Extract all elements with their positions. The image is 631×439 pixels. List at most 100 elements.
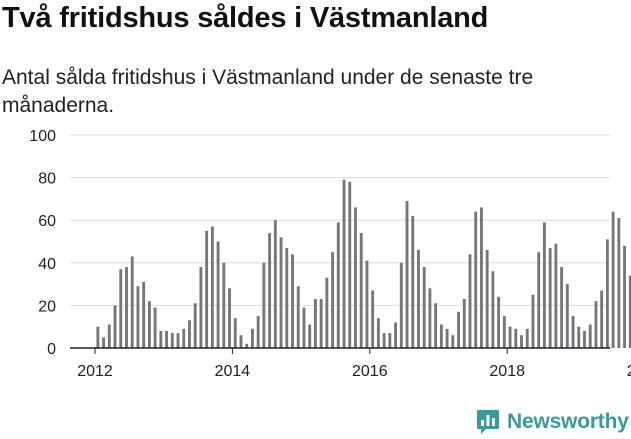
x-tick-label: 2014 (215, 363, 251, 380)
chart-title: Två fritidshus såldes i Västmanland (2, 2, 489, 34)
bar (302, 307, 306, 348)
bar (422, 267, 426, 348)
bar (628, 275, 631, 348)
bar (514, 328, 518, 348)
x-tick-label: 2020 (627, 363, 631, 380)
bar (102, 337, 106, 348)
bar (548, 247, 552, 348)
bar (411, 215, 415, 348)
bar (296, 286, 300, 348)
bar (451, 335, 455, 348)
bar (457, 311, 460, 348)
bar (319, 299, 323, 348)
bar (354, 207, 357, 348)
bar (291, 254, 294, 348)
bar (394, 322, 397, 348)
bar (417, 250, 420, 348)
bar (268, 232, 272, 348)
bar (188, 320, 191, 348)
bar (525, 328, 529, 348)
bar (583, 330, 586, 348)
bar (308, 324, 312, 348)
x-tick-label: 2018 (489, 363, 525, 380)
bar (388, 333, 392, 348)
bar (434, 303, 438, 348)
bar (382, 333, 386, 348)
bar (153, 307, 157, 348)
bar (285, 247, 289, 348)
bar (462, 299, 466, 348)
bar (159, 330, 163, 348)
bar (491, 271, 495, 348)
grid-lines (70, 134, 610, 306)
bar (445, 328, 449, 348)
bar (520, 335, 523, 348)
bar (531, 294, 535, 348)
y-tick-label: 40 (38, 256, 56, 273)
chart-bars (96, 179, 631, 348)
bar (617, 218, 621, 348)
bar (182, 328, 186, 348)
bar (228, 288, 231, 348)
bar (485, 250, 489, 348)
bar (233, 318, 237, 348)
bar (428, 288, 432, 348)
bar (376, 318, 380, 348)
bar (542, 222, 546, 348)
bar (119, 269, 123, 348)
bar (136, 286, 140, 348)
bar (560, 267, 564, 348)
bar (611, 211, 615, 348)
bar (365, 260, 369, 348)
bar (170, 333, 174, 348)
bar (399, 262, 403, 348)
bar (107, 324, 111, 348)
bar (554, 243, 558, 348)
y-tick-label: 100 (29, 128, 56, 145)
bar (342, 179, 346, 348)
bar (96, 326, 100, 348)
bar (571, 316, 575, 348)
bar (142, 281, 146, 348)
y-tick-label: 20 (38, 298, 56, 315)
x-tick-label: 2012 (77, 363, 113, 380)
bar (508, 326, 512, 348)
bar (605, 239, 609, 348)
bar (336, 222, 340, 348)
bar (502, 316, 506, 348)
chart-subtitle: Antal sålda fritidshus i Västmanland und… (2, 66, 534, 117)
bar (279, 237, 283, 348)
bar (239, 335, 243, 348)
bar (359, 232, 363, 348)
bar (371, 290, 375, 348)
bar (210, 226, 214, 348)
bar (480, 207, 483, 348)
bar (113, 305, 117, 348)
bar (331, 252, 335, 348)
bar-chart-speech-bubble-icon (477, 410, 499, 434)
bar (199, 267, 203, 348)
bar (405, 201, 409, 348)
bar (176, 333, 180, 348)
bar (565, 284, 569, 348)
bar (439, 324, 443, 348)
bar (125, 267, 128, 348)
bar (193, 303, 197, 348)
bar (245, 343, 249, 348)
chart-axes: 0204060801002012201420162018202020222024… (29, 128, 631, 380)
bar (262, 262, 266, 348)
brand-name: Newsworthy (507, 410, 629, 433)
bar (165, 330, 168, 348)
bar (468, 254, 472, 348)
brand-logo[interactable]: Newsworthy (476, 406, 629, 438)
bar (216, 241, 220, 348)
y-tick-label: 60 (38, 213, 56, 230)
bar (251, 328, 254, 348)
bar (222, 262, 226, 348)
y-tick-label: 0 (47, 341, 56, 358)
bar (205, 230, 209, 348)
bar (147, 301, 151, 348)
bar (474, 211, 478, 348)
bar (130, 256, 134, 348)
